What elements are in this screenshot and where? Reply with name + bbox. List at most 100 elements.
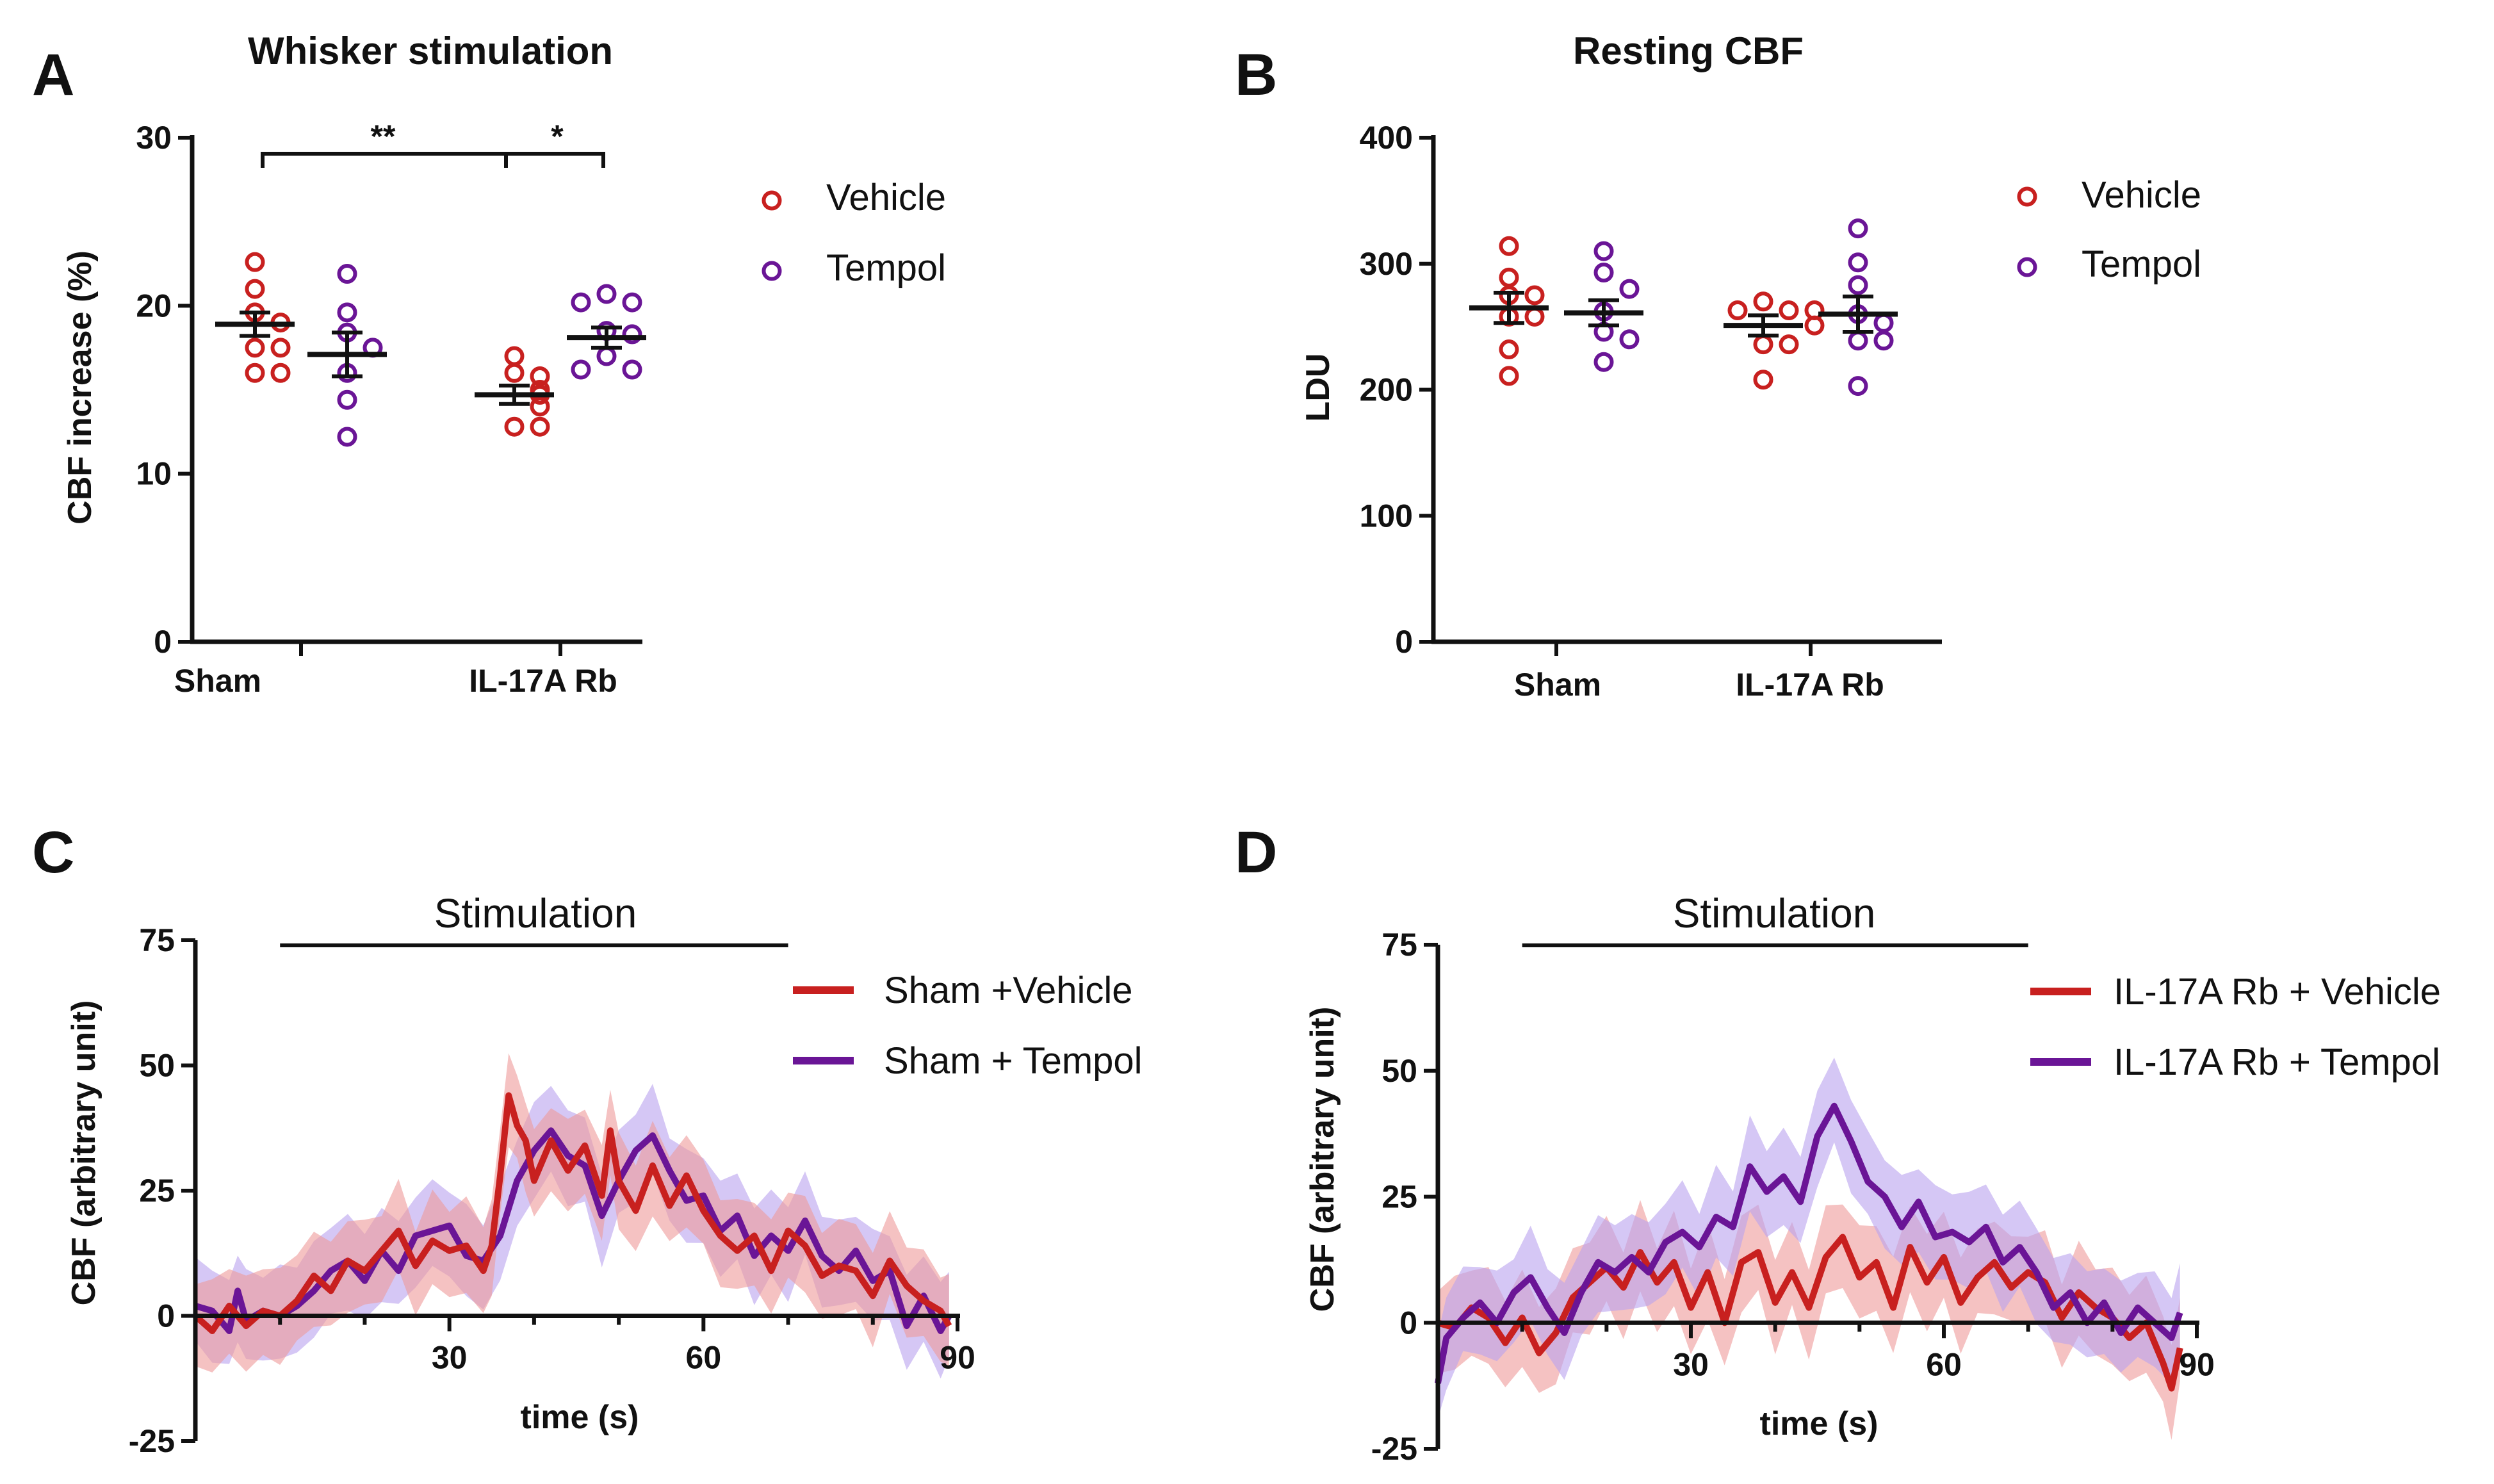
panel-c: C Stimulation CBF (arbitrary unit) time …	[32, 820, 1143, 1436]
panel-a-x-tick-il17a: IL-17A Rb	[469, 663, 617, 699]
panel-a-point-vehicle	[530, 416, 550, 437]
panel-c-legend-vehicle: Sham +Vehicle	[884, 970, 1133, 1011]
panel-b-point-tempol	[1873, 330, 1894, 351]
panel-b-point-tempol	[1848, 252, 1868, 273]
panel-b-legend-vehicle: Vehicle	[2082, 174, 2201, 216]
panel-c-legend-tempol: Sham + Tempol	[884, 1040, 1143, 1082]
panel-c-sem-band-vehicle	[195, 1053, 949, 1373]
panel-d-sem-band-tempol	[1438, 1057, 2180, 1419]
panel-d-x-tick-label: 90	[2179, 1346, 2215, 1382]
panel-a-legend-tempol: Tempol	[826, 247, 946, 289]
panel-a-x-tick-sham: Sham	[174, 663, 261, 699]
panel-a-point-tempol	[622, 292, 642, 313]
panel-b-x-tick-sham: Sham	[1514, 667, 1601, 703]
panel-b-y-tick-label: 100	[1360, 498, 1413, 534]
panel-a-y-tick-label: 30	[136, 120, 172, 156]
panel-a-point-vehicle	[530, 366, 550, 387]
panel-b-plot: 0 100 200 300 400	[1360, 120, 2037, 660]
panel-d-legend-vehicle: IL-17A Rb + Vehicle	[2114, 971, 2441, 1013]
panel-a-point-vehicle	[245, 338, 265, 358]
panel-a-legend-vehicle: Vehicle	[826, 177, 946, 218]
panel-d-y-tick-label: -25	[1371, 1431, 1417, 1467]
panel-a-point-vehicle	[504, 363, 525, 383]
panel-a-legend-marker-vehicle	[762, 190, 782, 211]
panel-b-point-tempol	[1873, 313, 1894, 333]
panel-d-plot: -25 0 25 50 75 30 60 90	[1371, 927, 2215, 1467]
panel-b-y-tick-label: 300	[1360, 246, 1413, 282]
panel-b-point-tempol	[1848, 376, 1868, 396]
panel-c-y-tick-label: 50	[139, 1048, 175, 1084]
panel-d-y-tick-label: 75	[1381, 927, 1417, 963]
panel-b-point-vehicle	[1524, 306, 1545, 327]
panel-b-point-tempol	[1593, 263, 1614, 283]
panel-a-point-tempol	[571, 292, 591, 313]
panel-d-y-tick-label: 25	[1381, 1179, 1417, 1215]
panel-a-point-tempol	[596, 284, 617, 304]
panel-c-y-tick-label: 0	[157, 1298, 175, 1334]
panel-c-y-tick-label: 25	[139, 1173, 175, 1209]
panel-c-x-tick-label: 90	[940, 1340, 975, 1376]
panel-d-legend-tempol: IL-17A Rb + Tempol	[2114, 1041, 2440, 1083]
panel-b-y-tick-label: 400	[1360, 120, 1413, 156]
panel-a-point-vehicle	[245, 252, 265, 272]
panel-b-point-tempol	[1848, 330, 1868, 351]
panel-d-stimulation-label: Stimulation	[1673, 890, 1876, 936]
panel-c-y-axis-label: CBF (arbitrary unit)	[65, 1000, 102, 1306]
panel-a-point-tempol	[337, 302, 357, 323]
panel-c-y-tick-label: 75	[139, 922, 175, 958]
panel-d-y-tick-label: 50	[1381, 1053, 1417, 1089]
panel-a-y-tick-label: 0	[154, 624, 172, 660]
panel-a-point-tempol	[622, 359, 642, 380]
panel-a-y-tick-label: 10	[136, 456, 172, 492]
panel-b-point-vehicle	[1804, 315, 1825, 336]
panel-d-y-axis-label: CBF (arbitrary unit)	[1304, 1007, 1341, 1312]
panel-a: A Whisker stimulation CBF increase (%) S…	[32, 29, 946, 699]
panel-a-sig-star-2: *	[551, 118, 564, 154]
panel-d-y-tick-label: 0	[1399, 1305, 1417, 1341]
panel-b-legend-marker-vehicle	[2017, 186, 2037, 207]
panel-a-significance-bracket	[261, 152, 508, 168]
panel-b-legend-marker-tempol	[2017, 257, 2037, 277]
panel-b-point-vehicle	[1753, 291, 1773, 312]
panel-a-y-axis-label: CBF increase (%)	[61, 250, 99, 525]
panel-d-x-axis-label: time (s)	[1760, 1405, 1879, 1442]
panel-b-y-axis-label: LDU	[1300, 354, 1337, 422]
panel-a-point-vehicle	[504, 346, 525, 366]
panel-a-point-tempol	[337, 389, 357, 410]
panel-a-point-vehicle	[245, 279, 265, 299]
panel-a-label: A	[32, 42, 74, 108]
panel-a-significance-bracket	[504, 152, 605, 168]
panel-a-sig-star-1: **	[371, 118, 396, 154]
panel-a-point-tempol	[622, 324, 642, 345]
panel-b-point-tempol	[1593, 241, 1614, 261]
panel-a-legend-marker-tempol	[762, 261, 782, 281]
panel-b-point-vehicle	[1524, 285, 1545, 306]
panel-b-point-tempol	[1848, 218, 1868, 239]
panel-c-x-tick-label: 60	[686, 1340, 722, 1376]
panel-a-y-tick-label: 20	[136, 288, 172, 323]
panel-a-title: Whisker stimulation	[248, 29, 613, 72]
panel-b-point-tempol	[1619, 329, 1640, 350]
panel-b-point-tempol	[1848, 275, 1868, 295]
panel-a-point-vehicle	[270, 338, 291, 358]
panel-b-point-tempol	[1593, 352, 1614, 372]
panel-b-legend-tempol: Tempol	[2082, 243, 2201, 285]
panel-b-label: B	[1235, 42, 1277, 108]
panel-b-point-vehicle	[1779, 300, 1799, 321]
panel-d-x-tick-label: 30	[1673, 1346, 1709, 1382]
panel-c-label: C	[32, 820, 74, 885]
panel-b-point-vehicle	[1499, 339, 1519, 360]
panel-b-point-vehicle	[1499, 236, 1519, 256]
panel-a-point-vehicle	[270, 363, 291, 383]
panel-c-plot: -25 0 25 50 75 30 60 90	[129, 922, 975, 1459]
panel-b-point-vehicle	[1753, 334, 1773, 355]
panel-c-series-line-tempol	[194, 1127, 952, 1334]
panel-c-stimulation-label: Stimulation	[434, 890, 637, 936]
panel-c-series-line-vehicle	[193, 1092, 952, 1334]
panel-a-point-tempol	[571, 359, 591, 380]
panel-b-point-vehicle	[1499, 267, 1519, 288]
panel-b-point-tempol	[1619, 279, 1640, 299]
panel-c-y-tick-label: -25	[129, 1423, 175, 1459]
